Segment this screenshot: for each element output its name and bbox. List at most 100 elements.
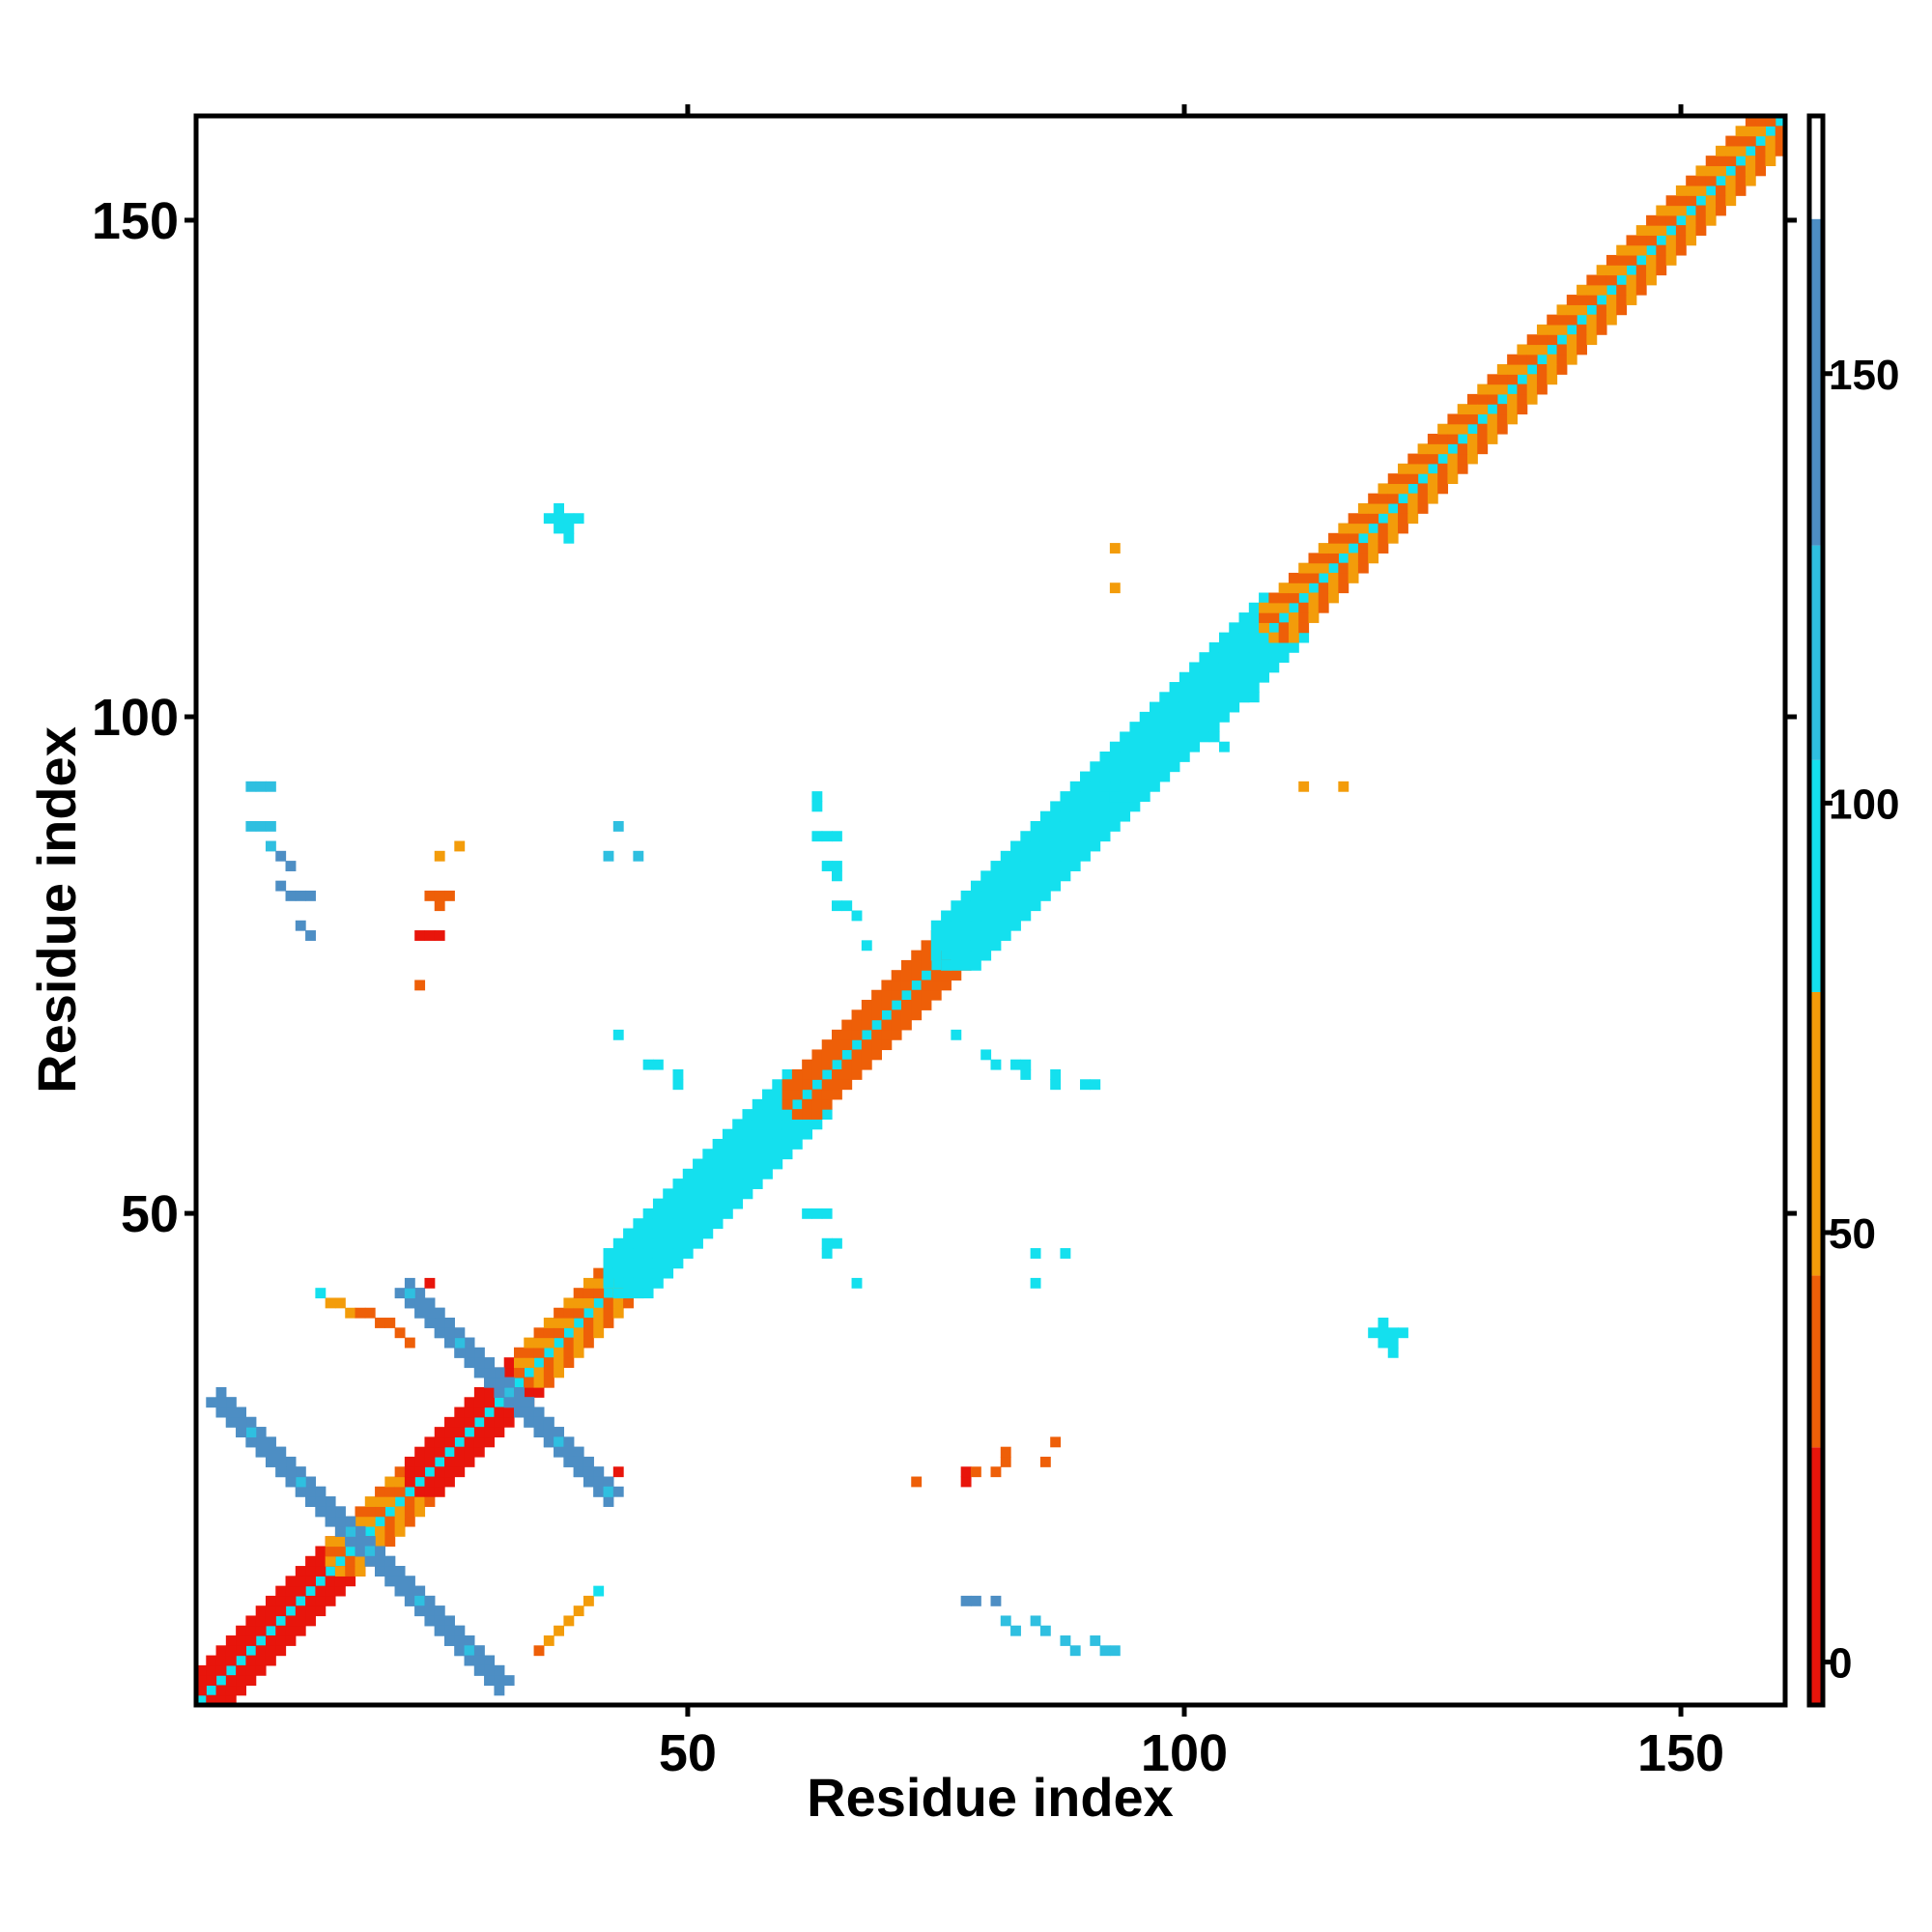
diagonal-cell	[1069, 820, 1081, 832]
near-diagonal-cell	[742, 1179, 753, 1189]
beta-strand-cell	[612, 1486, 624, 1497]
diagonal-cell	[315, 1576, 327, 1587]
near-diagonal-cell	[762, 1089, 773, 1100]
contact-cell	[394, 1327, 406, 1339]
near-diagonal-cell	[1179, 692, 1190, 703]
diagonal-cell	[642, 1248, 654, 1259]
near-diagonal-cell	[1318, 562, 1329, 574]
near-diagonal-cell	[1020, 900, 1032, 912]
near-diagonal-cell	[1000, 870, 1011, 882]
near-diagonal-cell	[911, 950, 923, 961]
contact-cell	[1080, 1079, 1091, 1091]
diagonal-cell	[295, 1595, 306, 1606]
near-diagonal-cell	[1288, 641, 1299, 653]
diagonal-cell	[1010, 880, 1021, 892]
near-diagonal-cell	[1646, 265, 1657, 276]
near-diagonal-cell	[1646, 235, 1657, 246]
near-diagonal-cell	[305, 1576, 316, 1587]
diagonal-cell	[1547, 344, 1558, 355]
near-diagonal-cell	[265, 1645, 276, 1657]
near-diagonal-cell	[1069, 831, 1081, 842]
beta-strand-cell	[295, 1466, 306, 1478]
near-diagonal-cell	[484, 1427, 496, 1438]
near-diagonal-cell	[881, 980, 893, 991]
near-diagonal-cell	[990, 920, 1002, 931]
near-diagonal-cell	[1556, 314, 1568, 326]
diagonal-cell	[732, 1158, 744, 1170]
diagonal-cell	[1398, 493, 1408, 504]
near-diagonal-cell	[1447, 463, 1459, 474]
near-diagonal-cell	[841, 1039, 853, 1051]
near-diagonal-cell	[593, 1277, 605, 1289]
near-diagonal-cell	[1338, 523, 1350, 534]
diagonal-cell	[305, 1585, 316, 1597]
contact-cell	[315, 1288, 327, 1299]
near-diagonal-cell	[265, 1655, 276, 1666]
near-diagonal-cell	[1090, 761, 1101, 773]
beta-strand-cell	[593, 1486, 605, 1497]
near-diagonal-cell	[1109, 791, 1121, 803]
beta-strand-cell	[325, 1516, 336, 1527]
near-diagonal-cell	[444, 1476, 455, 1488]
near-diagonal-cell	[1656, 225, 1667, 236]
beta-strand-cell	[236, 1406, 247, 1418]
near-diagonal-cell	[603, 1277, 614, 1289]
near-diagonal-cell	[1547, 374, 1558, 385]
near-diagonal-cell	[1278, 582, 1290, 594]
near-diagonal-cell	[1686, 235, 1697, 246]
near-diagonal-cell	[1417, 463, 1429, 474]
diagonal-cell	[1169, 722, 1180, 733]
near-diagonal-cell	[1080, 801, 1091, 812]
near-diagonal-cell	[1288, 612, 1299, 623]
near-diagonal-cell	[1030, 900, 1041, 912]
near-diagonal-cell	[543, 1357, 554, 1369]
near-diagonal-cell	[1596, 265, 1607, 276]
near-diagonal-cell	[1109, 752, 1121, 762]
contact-cell	[612, 1029, 624, 1040]
contact-cell	[1099, 1645, 1111, 1657]
near-diagonal-cell	[355, 1555, 366, 1567]
near-diagonal-cell	[832, 1049, 842, 1061]
near-diagonal-cell	[1278, 592, 1290, 604]
near-diagonal-cell	[1060, 870, 1071, 882]
near-diagonal-cell	[1398, 473, 1408, 485]
diagonal-cell	[1298, 592, 1310, 604]
near-diagonal-cell	[1248, 671, 1260, 683]
near-diagonal-cell	[633, 1288, 644, 1299]
beta-strand-cell	[524, 1397, 535, 1408]
beta-strand-cell	[563, 1436, 575, 1448]
near-diagonal-cell	[1477, 384, 1489, 395]
near-diagonal-cell	[1735, 145, 1747, 156]
beta-strand-cell	[414, 1297, 426, 1309]
near-diagonal-cell	[1238, 671, 1250, 683]
near-diagonal-cell	[921, 950, 932, 961]
contact-cell	[285, 861, 297, 871]
contact-cell	[652, 1059, 664, 1070]
beta-strand-cell	[414, 1605, 426, 1617]
near-diagonal-cell	[1695, 185, 1707, 196]
colorbar-tick-label: 50	[1829, 1210, 1876, 1258]
near-diagonal-cell	[206, 1694, 217, 1705]
near-diagonal-cell	[871, 989, 883, 1001]
near-diagonal-cell	[315, 1595, 327, 1606]
y-tick-label: 50	[121, 1185, 179, 1243]
beta-strand-cell	[434, 1615, 445, 1627]
near-diagonal-cell	[1447, 434, 1459, 444]
colorbar-band	[1809, 218, 1823, 546]
near-diagonal-cell	[514, 1357, 525, 1369]
near-diagonal-cell	[1338, 543, 1350, 554]
near-diagonal-cell	[424, 1436, 436, 1448]
near-diagonal-cell	[1328, 543, 1339, 554]
near-diagonal-cell	[1229, 701, 1240, 713]
near-diagonal-cell	[503, 1367, 515, 1378]
diagonal-cell	[444, 1446, 455, 1458]
near-diagonal-cell	[1238, 632, 1250, 643]
diagonal-cell	[663, 1228, 674, 1239]
near-diagonal-cell	[712, 1158, 724, 1170]
near-diagonal-cell	[712, 1218, 724, 1230]
near-diagonal-cell	[414, 1506, 426, 1518]
near-diagonal-cell	[484, 1416, 496, 1428]
near-diagonal-cell	[1020, 890, 1032, 901]
near-diagonal-cell	[464, 1436, 475, 1448]
near-diagonal-cell	[970, 880, 981, 892]
